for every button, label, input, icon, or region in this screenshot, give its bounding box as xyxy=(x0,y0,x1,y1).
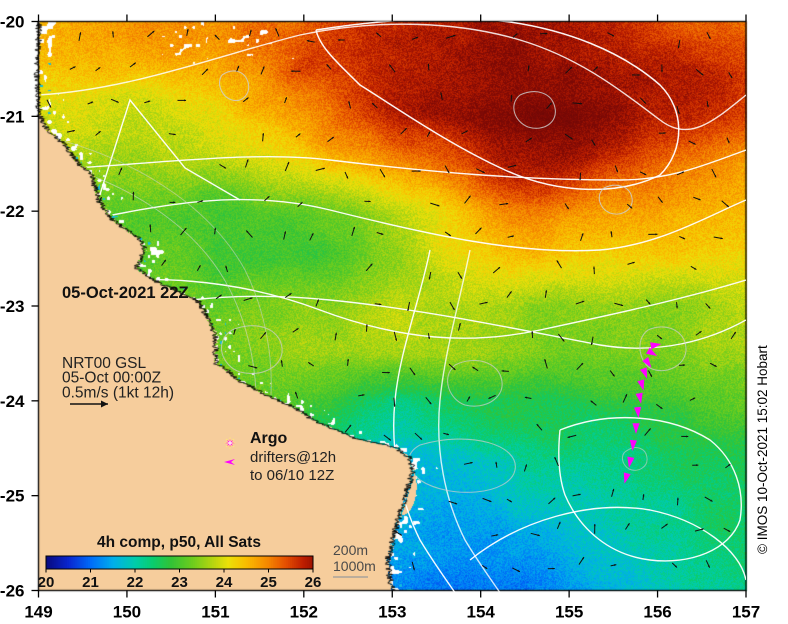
svg-text:154: 154 xyxy=(467,603,496,622)
svg-text:153: 153 xyxy=(378,603,406,622)
svg-text:200m: 200m xyxy=(333,542,368,558)
svg-text:05-Oct-2021 22Z: 05-Oct-2021 22Z xyxy=(62,284,189,302)
svg-text:-20: -20 xyxy=(0,13,25,32)
svg-text:149: 149 xyxy=(24,603,52,622)
svg-text:23: 23 xyxy=(171,574,188,591)
svg-text:0.5m/s (1kt 12h): 0.5m/s (1kt 12h) xyxy=(62,384,174,401)
svg-text:26: 26 xyxy=(305,574,322,591)
svg-text:24: 24 xyxy=(216,574,233,591)
svg-text:25: 25 xyxy=(260,574,277,591)
svg-text:1000m: 1000m xyxy=(333,558,376,574)
svg-text:Argo: Argo xyxy=(250,430,288,447)
svg-text:4h comp, p50, All Sats: 4h comp, p50, All Sats xyxy=(97,534,261,551)
svg-text:22: 22 xyxy=(127,574,144,591)
svg-text:-26: -26 xyxy=(0,582,25,601)
svg-text:21: 21 xyxy=(82,574,99,591)
svg-text:-25: -25 xyxy=(0,487,25,506)
svg-text:to 06/10 12Z: to 06/10 12Z xyxy=(250,467,334,484)
svg-text:-24: -24 xyxy=(0,392,25,411)
svg-text:-22: -22 xyxy=(0,202,25,221)
svg-text:156: 156 xyxy=(643,603,671,622)
svg-text:© IMOS 10-Oct-2021 15:02 Hobar: © IMOS 10-Oct-2021 15:02 Hobart xyxy=(755,345,770,554)
svg-text:155: 155 xyxy=(555,603,583,622)
svg-text:150: 150 xyxy=(113,603,141,622)
svg-text:drifters@12h: drifters@12h xyxy=(250,449,336,466)
svg-text:152: 152 xyxy=(290,603,318,622)
svg-text:-23: -23 xyxy=(0,297,25,316)
svg-text:20: 20 xyxy=(38,574,55,591)
svg-text:151: 151 xyxy=(201,603,229,622)
svg-text:157: 157 xyxy=(732,603,760,622)
svg-text:-21: -21 xyxy=(0,107,25,126)
